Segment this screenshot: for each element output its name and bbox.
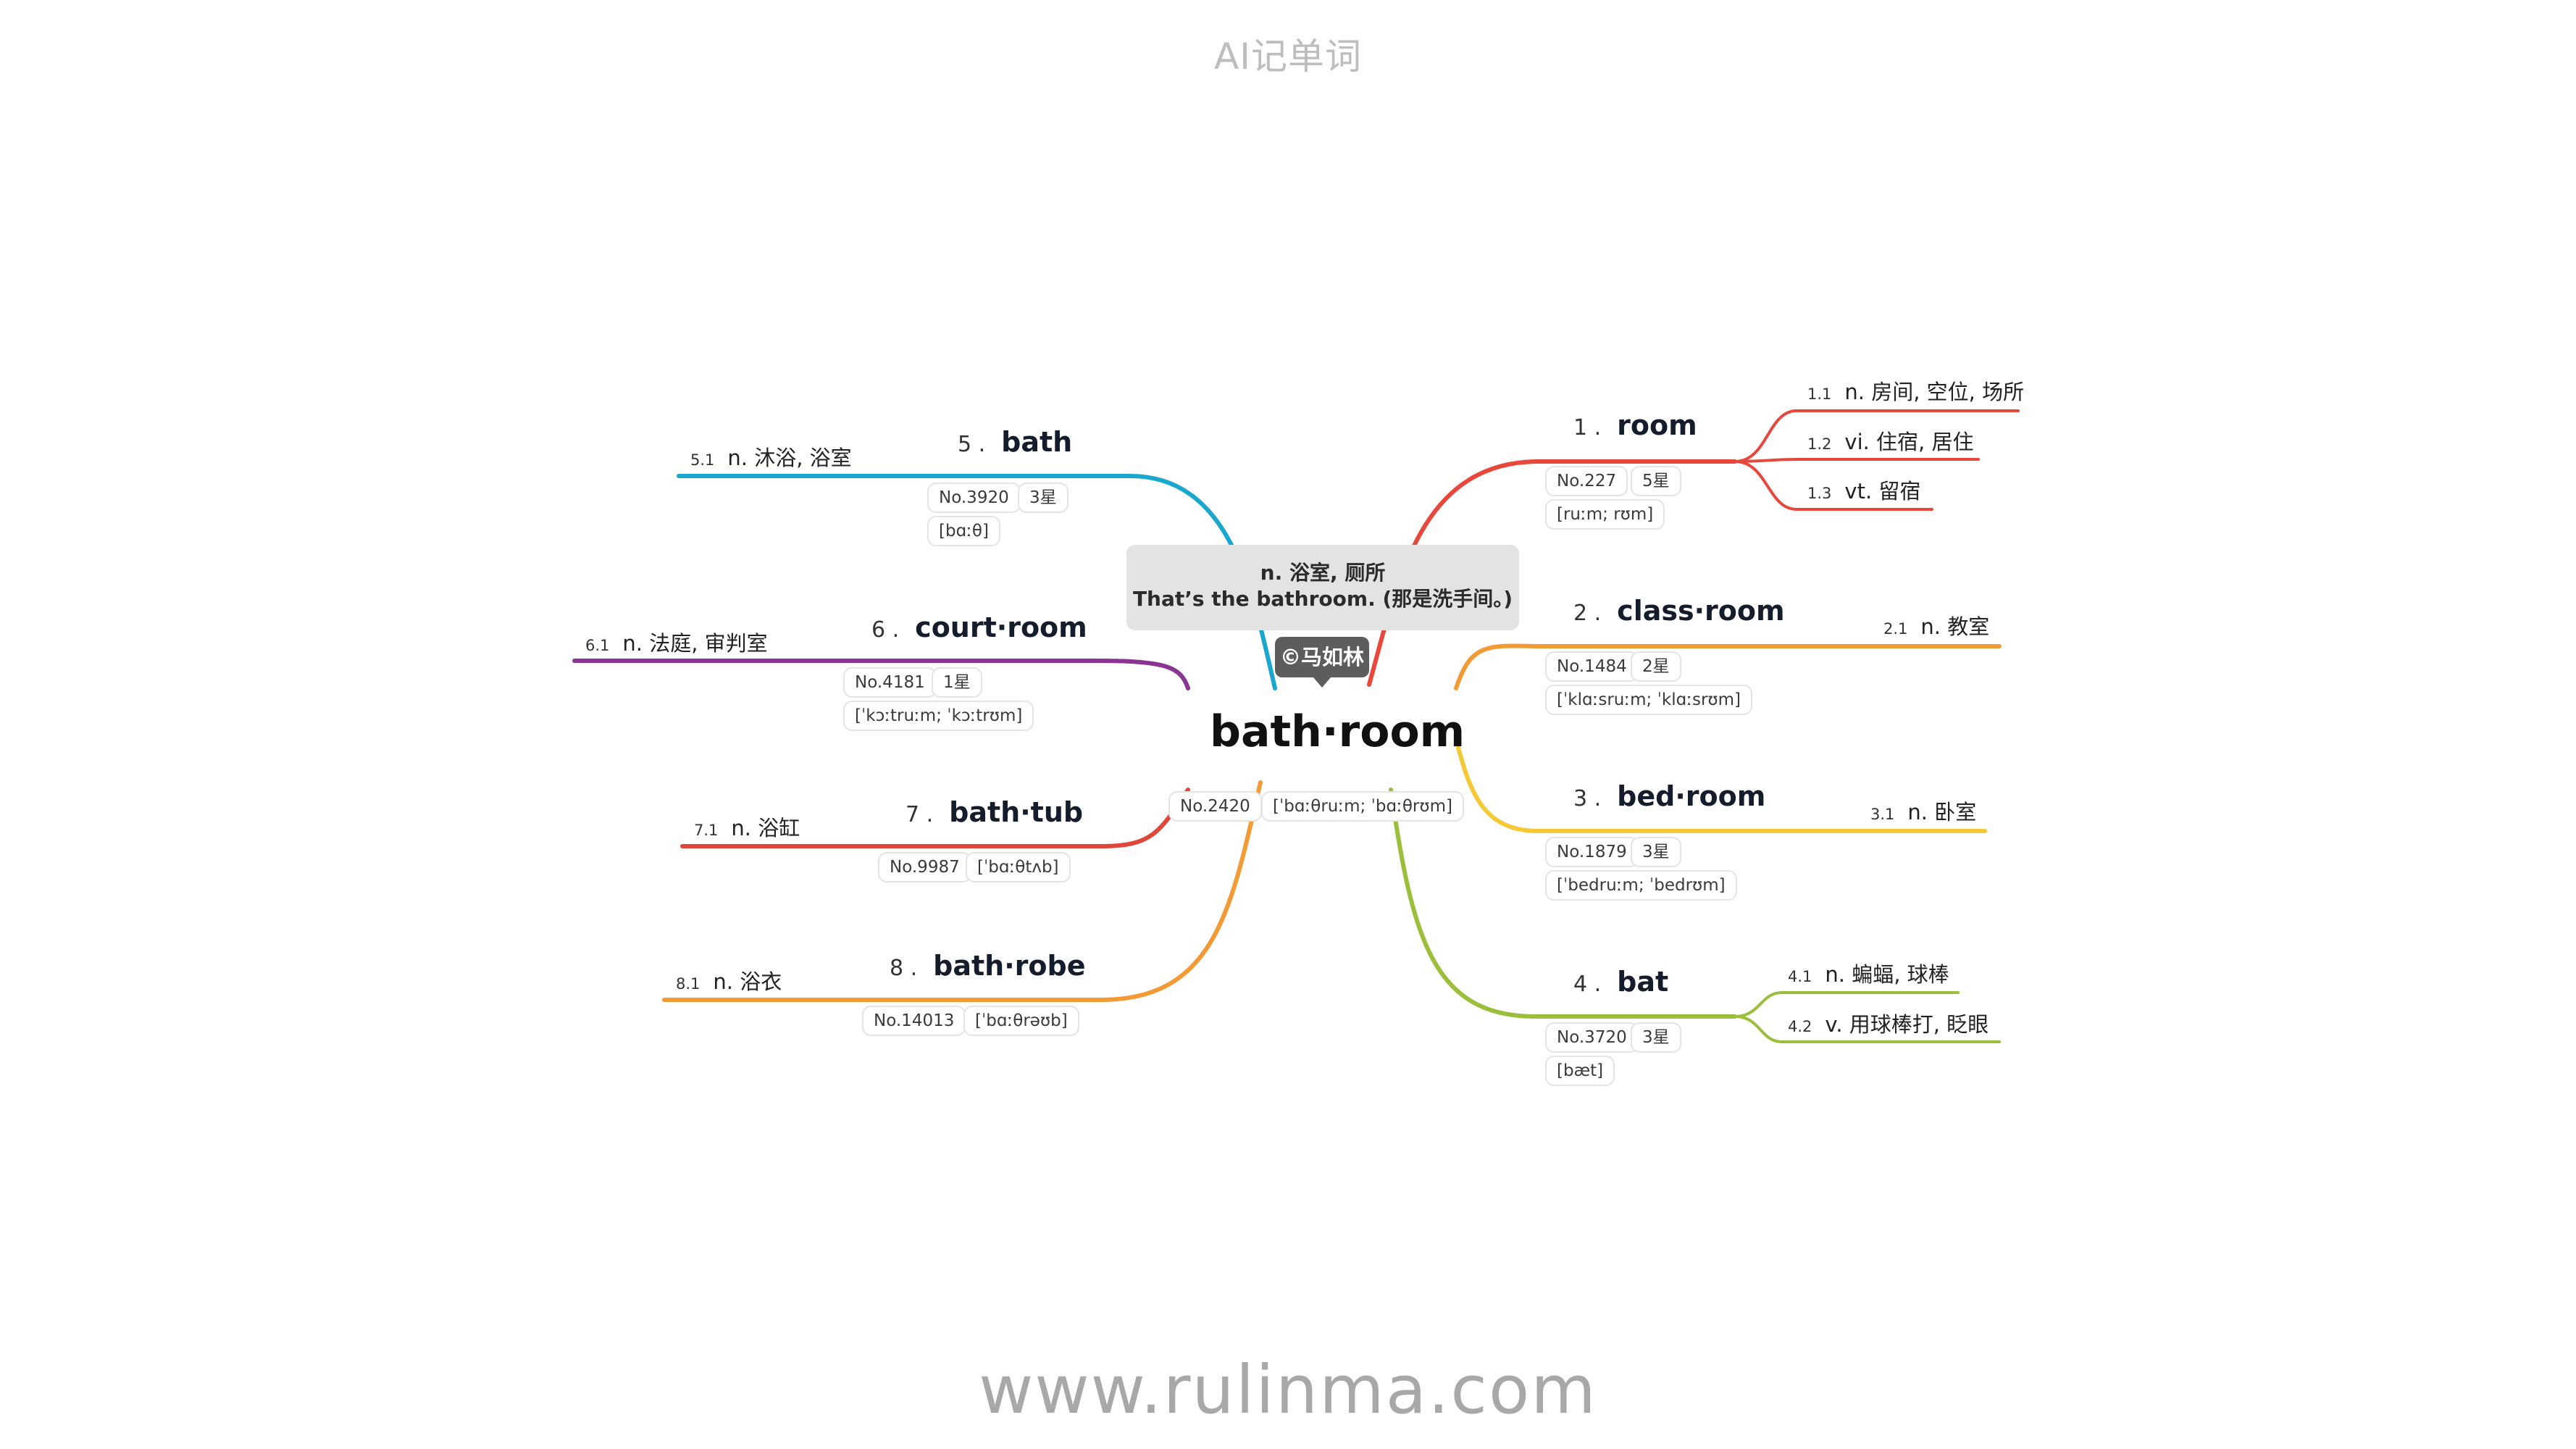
branch-5-number: No.3920 bbox=[927, 483, 1021, 513]
branch-word: room bbox=[1617, 409, 1697, 441]
branch-word: bat bbox=[1617, 966, 1669, 998]
branch-1-phonetic: [ruːm; rʊm] bbox=[1545, 499, 1665, 530]
branch-2-connector bbox=[1454, 643, 2002, 690]
branch-5-stars: 3星 bbox=[1018, 483, 1069, 513]
sense-1-2: 1.2 vi. 住宿, 居住 bbox=[1807, 430, 1974, 454]
sense-1-2-connector bbox=[1734, 458, 1980, 463]
branch-7-number: No.9987 bbox=[878, 852, 971, 882]
branch-index: 3 . bbox=[1573, 786, 1602, 811]
branch-6-number: No.4181 bbox=[843, 667, 937, 698]
branch-4-connector bbox=[1389, 788, 1737, 1019]
branch-word: bath bbox=[1001, 426, 1073, 458]
branch-2-stars: 2星 bbox=[1631, 651, 1681, 682]
branch-3-stars: 3星 bbox=[1631, 837, 1681, 867]
branch-4-title[interactable]: 4 . bat bbox=[1573, 966, 1668, 998]
branch-index: 6 . bbox=[871, 617, 900, 643]
branch-3-title[interactable]: 3 . bed·room bbox=[1573, 780, 1765, 812]
sense-6-1: 6.1 n. 法庭, 审判室 bbox=[585, 631, 768, 656]
branch-word: bath·robe bbox=[933, 950, 1086, 982]
branch-8-phonetic: [ˈbɑːθrəʊb] bbox=[963, 1006, 1079, 1036]
branch-4-number: No.3720 bbox=[1545, 1022, 1639, 1053]
app-title: AI记单词 bbox=[1214, 36, 1362, 78]
branch-2-number: No.1484 bbox=[1545, 651, 1639, 682]
branch-index: 5 . bbox=[958, 432, 986, 457]
branch-index: 1 . bbox=[1573, 415, 1602, 440]
branch-7-title[interactable]: 7 . bath·tub bbox=[906, 796, 1083, 828]
sense-3-1: 3.1 n. 卧室 bbox=[1870, 800, 1977, 824]
example-sentence: That’s the bathroom. (那是洗手间。) bbox=[1132, 587, 1513, 611]
branch-6-title[interactable]: 6 . court·room bbox=[871, 611, 1087, 643]
branch-3-connector bbox=[1454, 737, 1987, 833]
branch-8-number: No.14013 bbox=[862, 1006, 966, 1036]
central-word[interactable]: bath·room bbox=[1210, 706, 1465, 757]
branch-5-phonetic: [bɑːθ] bbox=[927, 516, 1000, 546]
branch-1-title[interactable]: 1 . room bbox=[1573, 409, 1697, 441]
central-word-phonetic: [ˈbɑːθruːm; ˈbɑːθrʊm] bbox=[1261, 791, 1464, 822]
definition-text: n. 浴室, 厕所 bbox=[1260, 561, 1386, 585]
sense-5-1: 5.1 n. 沐浴, 浴室 bbox=[690, 446, 852, 470]
branch-4-phonetic: [bæt] bbox=[1545, 1056, 1615, 1086]
sense-2-1: 2.1 n. 教室 bbox=[1883, 614, 1990, 639]
central-word-number: No.2420 bbox=[1168, 791, 1262, 822]
branch-1-stars: 5星 bbox=[1631, 466, 1681, 496]
website-url[interactable]: www.rulinma.com bbox=[979, 1351, 1597, 1429]
branch-1-connector bbox=[1367, 459, 1737, 687]
branch-4-stars: 3星 bbox=[1631, 1022, 1681, 1053]
branch-8-connector bbox=[662, 780, 1263, 1002]
sense-4-1-connector bbox=[1734, 991, 1960, 1018]
sense-7-1: 7.1 n. 浴缸 bbox=[694, 816, 800, 840]
sense-1-1-connector bbox=[1734, 409, 2020, 463]
branch-2-title[interactable]: 2 . class·room bbox=[1573, 595, 1785, 627]
branch-1-number: No.227 bbox=[1545, 466, 1628, 496]
branch-index: 7 . bbox=[906, 802, 934, 827]
sense-4-2-connector bbox=[1734, 1015, 2001, 1043]
copyright-badge: ©马如林 bbox=[1275, 637, 1369, 688]
branch-6-stars: 1星 bbox=[932, 667, 982, 698]
sense-4-2: 4.2 v. 用球棒打, 眨眼 bbox=[1788, 1012, 1989, 1037]
branch-index: 2 . bbox=[1573, 601, 1602, 626]
branch-index: 4 . bbox=[1573, 972, 1602, 997]
branch-word: court·room bbox=[915, 611, 1087, 643]
definition-tooltip: n. 浴室, 厕所 That’s the bathroom. (那是洗手间。) bbox=[1126, 545, 1519, 630]
sense-1-1: 1.1 n. 房间, 空位, 场所 bbox=[1807, 380, 2025, 404]
branch-5-title[interactable]: 5 . bath bbox=[958, 426, 1072, 458]
sense-1-3-connector bbox=[1734, 460, 1933, 511]
branch-index: 8 . bbox=[890, 956, 918, 981]
branch-6-connector bbox=[572, 659, 1190, 690]
branch-2-phonetic: [ˈklɑːsruːm; ˈklɑːsrʊm] bbox=[1545, 685, 1752, 715]
branch-6-phonetic: [ˈkɔːtruːm; ˈkɔːtrʊm] bbox=[843, 701, 1034, 731]
branch-3-phonetic: [ˈbedruːm; ˈbedrʊm] bbox=[1545, 870, 1737, 901]
branch-word: class·room bbox=[1617, 595, 1785, 627]
branch-8-title[interactable]: 8 . bath·robe bbox=[890, 950, 1086, 982]
branch-7-phonetic: [ˈbɑːθtʌb] bbox=[966, 852, 1071, 882]
sense-4-1: 4.1 n. 蝙蝠, 球棒 bbox=[1788, 962, 1949, 987]
sense-1-3: 1.3 vt. 留宿 bbox=[1807, 479, 1921, 504]
branch-3-number: No.1879 bbox=[1545, 837, 1639, 867]
branch-word: bed·room bbox=[1617, 780, 1766, 812]
branch-5-connector bbox=[677, 474, 1277, 690]
branch-word: bath·tub bbox=[949, 796, 1084, 828]
sense-8-1: 8.1 n. 浴衣 bbox=[676, 969, 782, 994]
